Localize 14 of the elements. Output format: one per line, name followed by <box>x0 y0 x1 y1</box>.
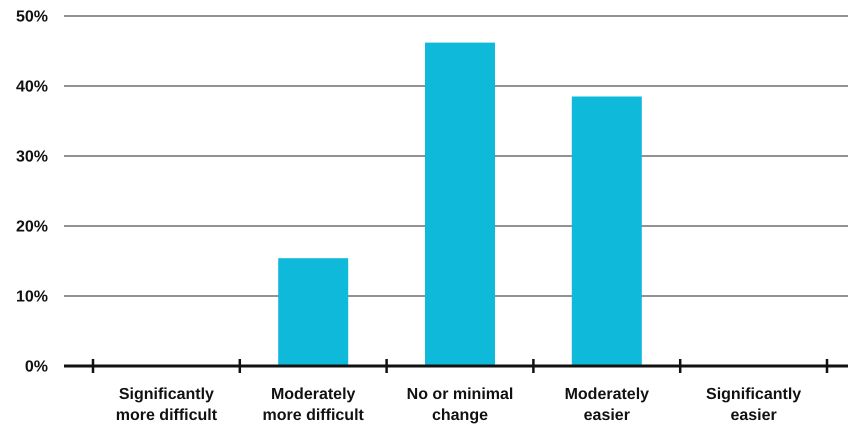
y-tick-label: 10% <box>16 288 48 306</box>
bar <box>278 258 348 366</box>
x-tick-label: Moderately easier <box>564 386 650 424</box>
x-tick-label: No or minimal change <box>406 386 514 424</box>
bar <box>425 42 495 366</box>
y-tick-label: 40% <box>16 78 48 96</box>
y-tick-label: 50% <box>16 8 48 26</box>
x-tick-label: Moderately more difficult <box>262 386 365 424</box>
bar <box>572 96 642 366</box>
y-tick-label: 0% <box>24 358 48 376</box>
y-tick-label: 30% <box>16 148 48 166</box>
x-tick-label: Significantly more difficult <box>116 386 218 424</box>
x-tick-label: Significantly easier <box>706 386 802 424</box>
y-tick-label: 20% <box>16 218 48 236</box>
